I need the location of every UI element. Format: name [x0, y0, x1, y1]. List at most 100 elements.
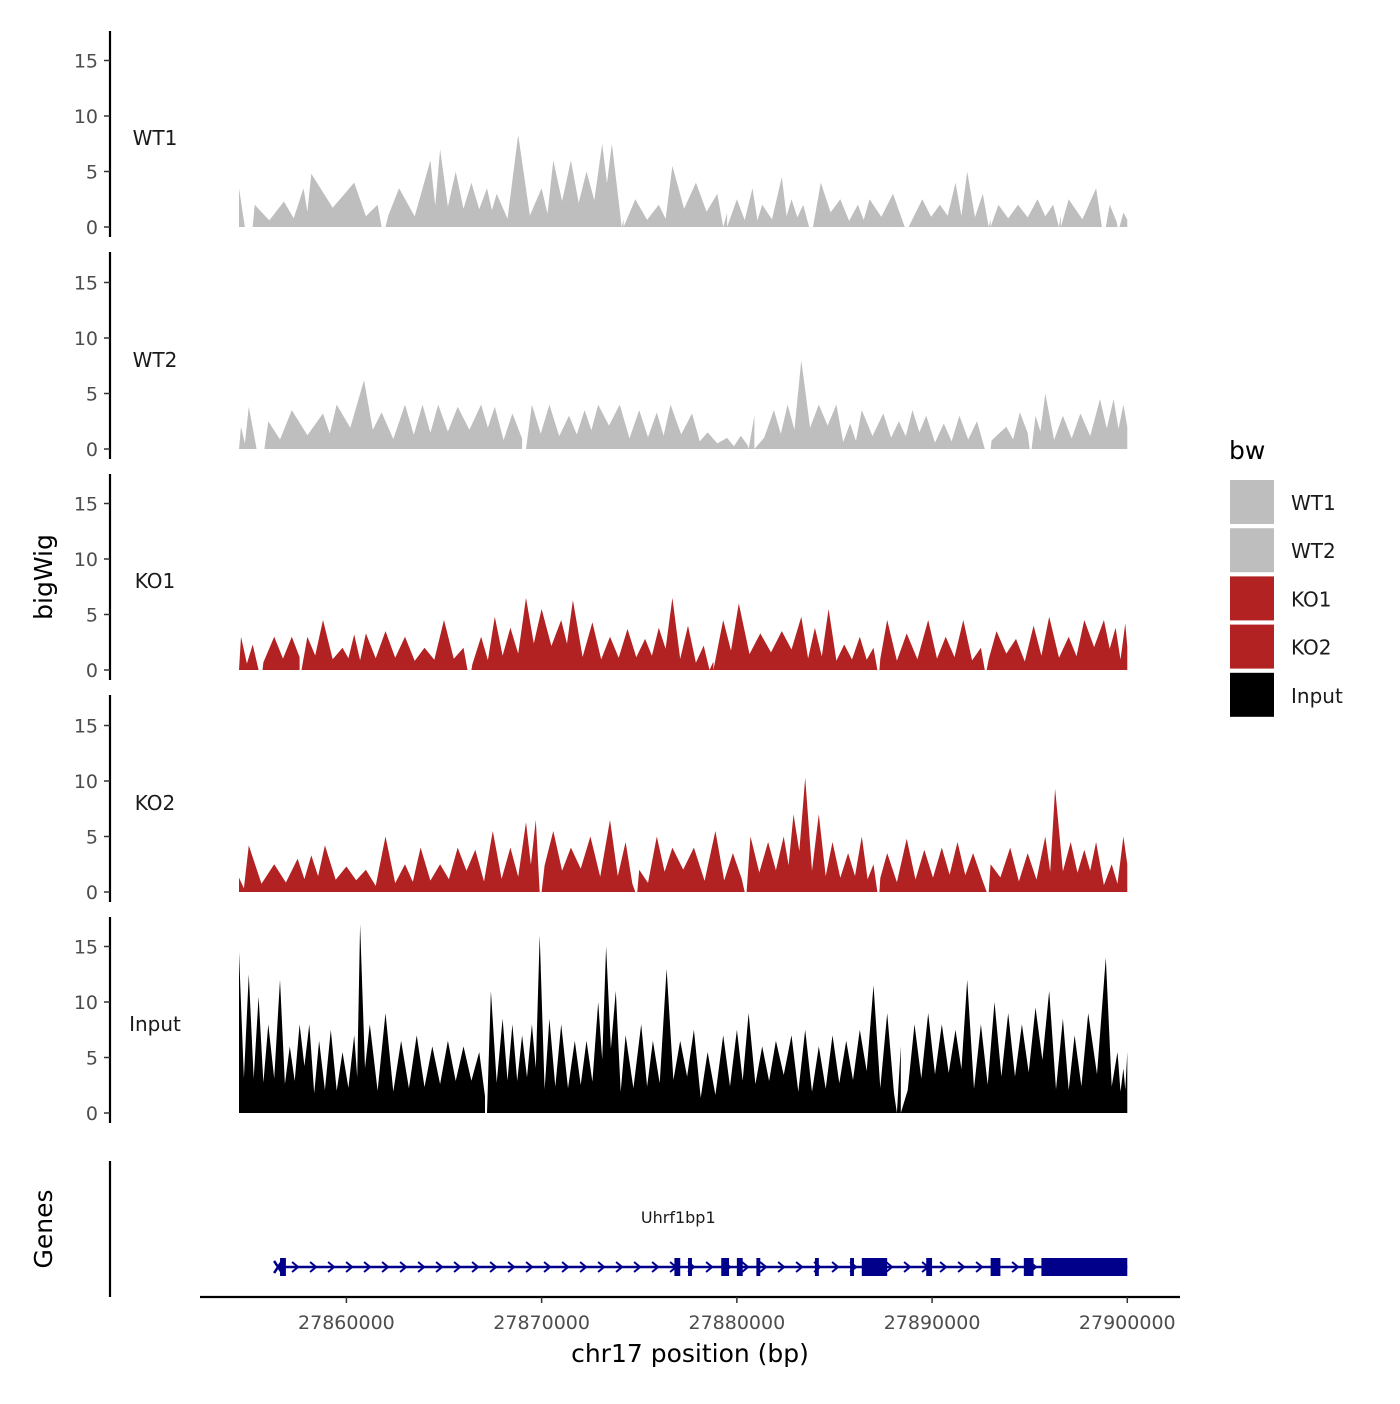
gene-exon — [1041, 1258, 1128, 1276]
legend: bw WT1 WT2 KO1 KO2 Input — [1229, 436, 1343, 717]
gene-exon — [756, 1258, 761, 1276]
y-tick-label: 10 — [74, 771, 98, 793]
strand-arrow — [417, 1261, 426, 1273]
legend-label: WT1 — [1291, 491, 1336, 515]
x-tick-label: 27890000 — [884, 1312, 981, 1334]
panel-ko2: 0 5 10 15 KO2 — [74, 695, 1128, 904]
legend-swatch — [1230, 576, 1274, 621]
y-tick-label: 15 — [74, 273, 98, 295]
series-area-wt1 — [239, 134, 1128, 227]
y-tick-label: 15 — [74, 494, 98, 516]
strand-arrow — [579, 1261, 588, 1273]
y-tick-label: 15 — [74, 51, 98, 73]
panel-wt1: 0 5 10 15 WT1 — [74, 31, 1128, 239]
legend-item-ko1: KO1 — [1230, 576, 1332, 621]
y-tick-label: 5 — [86, 162, 98, 184]
y-tick-label: 15 — [74, 716, 98, 738]
panel-label-input: Input — [129, 1012, 181, 1036]
strand-arrow — [741, 1261, 750, 1273]
legend-swatch — [1230, 480, 1274, 524]
strand-arrow — [831, 1261, 840, 1273]
panel-label-wt1: WT1 — [133, 126, 178, 150]
strand-arrow — [309, 1261, 318, 1273]
legend-title: bw — [1229, 436, 1265, 465]
y-tick-label: 0 — [86, 1103, 98, 1125]
strand-arrow — [399, 1261, 408, 1273]
signal-panels: 0 5 10 15 WT1 0 5 10 15 WT2 0 5 10 15 KO1 0 5 10 15 KO2 0 5 10… — [74, 31, 1128, 1125]
strand-arrow — [525, 1261, 534, 1273]
y-tick-label: 10 — [74, 549, 98, 571]
x-tick-label: 27870000 — [493, 1312, 590, 1334]
strand-arrow — [345, 1261, 354, 1273]
gene-exon — [926, 1258, 933, 1276]
strand-arrow — [453, 1261, 462, 1273]
y-tick-label: 15 — [74, 937, 98, 959]
strand-arrow — [705, 1261, 714, 1273]
gene-exon — [280, 1258, 286, 1276]
legend-item-ko2: KO2 — [1230, 624, 1332, 669]
panel-label-ko1: KO1 — [135, 569, 176, 593]
legend-label: Input — [1291, 684, 1343, 708]
gene-name-label: Uhrf1bp1 — [641, 1208, 716, 1227]
y-tick-label: 10 — [74, 106, 98, 128]
legend-item-wt2: WT2 — [1230, 528, 1336, 573]
strand-arrow — [777, 1261, 786, 1273]
gene-uhrf1bp1: Uhrf1bp1 — [273, 1208, 1128, 1276]
y-tick-label: 10 — [74, 992, 98, 1014]
strand-arrow — [435, 1261, 444, 1273]
gene-exon — [674, 1258, 681, 1276]
x-axis: 27860000 27870000 27880000 27890000 27900000 — [200, 1295, 1180, 1334]
strand-arrow — [507, 1261, 516, 1273]
x-tick-label: 27880000 — [688, 1312, 785, 1334]
gene-exon — [861, 1258, 888, 1276]
series-area-ko2 — [239, 777, 1128, 892]
strand-arrow — [615, 1261, 624, 1273]
x-tick-label: 27860000 — [298, 1312, 395, 1334]
series-area-ko1 — [239, 597, 1128, 670]
strand-arrow — [291, 1261, 300, 1273]
panel-label-wt2: WT2 — [133, 348, 178, 372]
y-tick-label: 0 — [86, 439, 98, 461]
gene-exon — [850, 1258, 854, 1276]
y-tick-label: 5 — [86, 384, 98, 406]
y-tick-label: 0 — [86, 882, 98, 904]
y-axis-title: bigWig — [29, 534, 58, 620]
panel-wt2: 0 5 10 15 WT2 — [74, 252, 1128, 461]
strand-arrow — [381, 1261, 390, 1273]
gene-exon — [814, 1258, 819, 1276]
strand-arrow — [759, 1261, 768, 1273]
y-tick-label: 0 — [86, 217, 98, 239]
legend-label: KO1 — [1291, 587, 1332, 611]
gene-exon — [721, 1258, 730, 1276]
strand-arrow — [597, 1261, 606, 1273]
legend-swatch — [1230, 672, 1274, 717]
y-tick-label: 5 — [86, 827, 98, 849]
strand-arrow — [471, 1261, 480, 1273]
strand-arrow — [975, 1261, 984, 1273]
strand-arrow — [885, 1261, 894, 1273]
strand-arrow — [363, 1261, 372, 1273]
genes-axis-title: Genes — [29, 1189, 58, 1268]
gene-track: Uhrf1bp1 — [108, 1161, 1128, 1297]
legend-item-input: Input — [1230, 672, 1343, 717]
x-tick-label: 27900000 — [1079, 1312, 1176, 1334]
legend-swatch — [1230, 624, 1274, 669]
panel-label-ko2: KO2 — [135, 791, 176, 815]
y-tick-label: 10 — [74, 328, 98, 350]
strand-arrow — [651, 1261, 660, 1273]
gene-exon — [736, 1258, 743, 1276]
strand-arrow — [957, 1261, 966, 1273]
legend-label: KO2 — [1291, 636, 1332, 660]
strand-arrow — [327, 1261, 336, 1273]
y-tick-label: 5 — [86, 1048, 98, 1070]
strand-arrow — [633, 1261, 642, 1273]
series-area-wt2 — [239, 360, 1128, 449]
panel-input: 0 5 10 15 Input — [74, 917, 1128, 1125]
strand-arrow — [489, 1261, 498, 1273]
panel-ko1: 0 5 10 15 KO1 — [74, 474, 1128, 682]
strand-arrow — [1011, 1261, 1020, 1273]
x-axis-title: chr17 position (bp) — [571, 1339, 809, 1368]
y-tick-label: 5 — [86, 605, 98, 627]
